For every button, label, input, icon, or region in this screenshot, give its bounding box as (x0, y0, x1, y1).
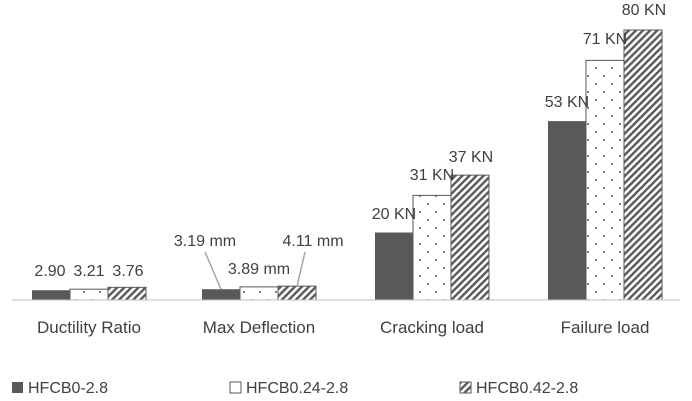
bar-1-4 (548, 121, 586, 300)
bar-2-2 (239, 286, 279, 301)
data-label-3-4: 80 KN (622, 2, 666, 19)
data-label-2-1: 3.21 (73, 263, 104, 280)
category-label-3: Cracking load (380, 318, 484, 337)
category-label-4: Failure load (561, 318, 650, 337)
data-label-1-2: 3.19 mm (174, 233, 236, 250)
legend-swatch-2 (229, 381, 242, 394)
data-label-3-3: 37 KN (449, 149, 493, 166)
leader-line-1-2 (204, 251, 222, 290)
data-label-1-1: 2.90 (34, 263, 65, 280)
bar-2-1 (69, 288, 109, 301)
labels-layer: 2.90 3.21 3.76 3.19 mm 3.89 mm 4.11 mm 20 KN 31… (34, 2, 666, 290)
legend-label-3: HFCB0.42-2.8 (476, 380, 578, 397)
data-label-1-3: 20 KN (372, 206, 416, 223)
data-label-3-2: 4.11 mm (282, 233, 343, 250)
bar-2-3 (412, 194, 452, 301)
categories-layer: Ductility Ratio Max Deflection Cracking lo… (37, 318, 649, 337)
bar-3-2 (277, 285, 317, 301)
data-label-2-3: 31 KN (410, 167, 454, 184)
legend-swatch-1 (12, 382, 23, 393)
bar-1-2 (202, 289, 240, 300)
legend-label-2: HFCB0.24-2.8 (246, 380, 348, 397)
bar-2-4 (585, 59, 625, 301)
data-label-2-2: 3.89 mm (228, 261, 290, 278)
legend-swatch-3 (459, 381, 472, 394)
category-label-2: Max Deflection (203, 318, 315, 337)
category-label-1: Ductility Ratio (37, 318, 141, 337)
legend-label-1: HFCB0-2.8 (28, 380, 108, 397)
data-label-1-4: 53 KN (545, 94, 589, 111)
legend: HFCB0-2.8 HFCB0.24-2.8 HFCB0.42-2.8 (12, 380, 578, 397)
bar-1-3 (375, 232, 413, 300)
data-label-3-1: 3.76 (112, 263, 143, 280)
bars-layer (32, 29, 663, 301)
data-label-2-4: 71 KN (583, 31, 627, 48)
bar-3-3 (450, 174, 490, 301)
bar-3-1 (107, 286, 147, 301)
bar-1-1 (32, 290, 70, 300)
leader-line-3-2 (296, 251, 306, 287)
bar-3-4 (623, 29, 663, 301)
